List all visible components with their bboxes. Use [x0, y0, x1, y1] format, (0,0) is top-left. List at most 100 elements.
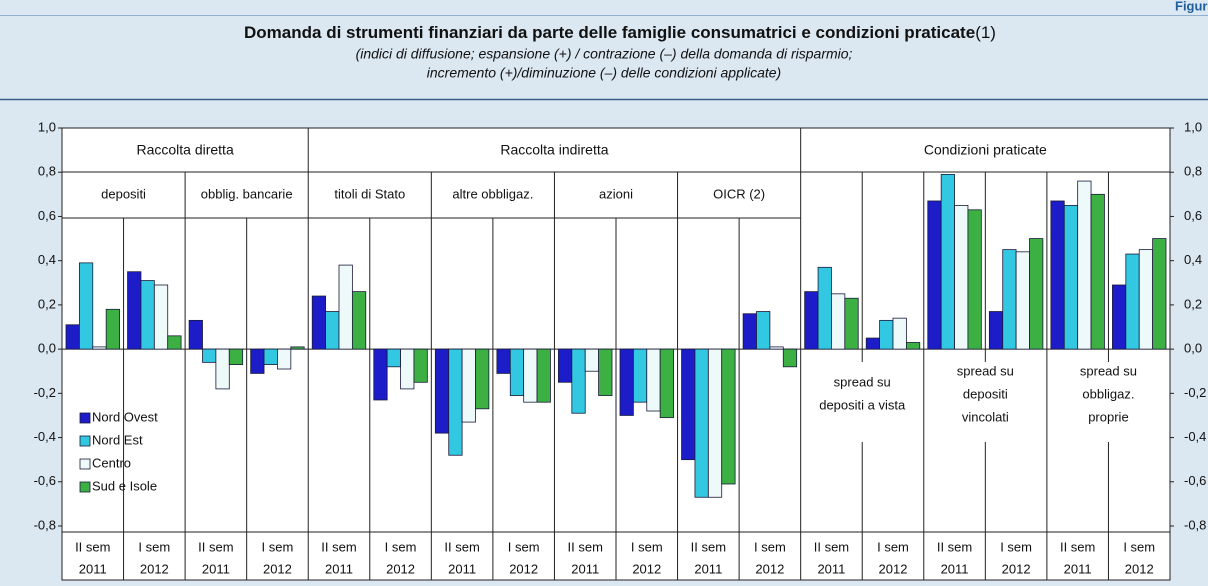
bar: [659, 348, 674, 419]
subgroup-label: altre obbligaz.: [452, 186, 533, 201]
subgroup-label: proprie: [1088, 409, 1128, 424]
bar: [188, 319, 203, 350]
x-tick-label: II sem: [691, 539, 726, 554]
bar: [475, 348, 490, 410]
y2-tick-label: 1,0: [1184, 119, 1202, 134]
bar: [290, 346, 305, 350]
bar: [782, 348, 798, 368]
bar: [263, 348, 278, 365]
bar: [927, 200, 942, 350]
bar: [127, 271, 142, 350]
x-tick-label: I sem: [1000, 539, 1032, 554]
bar: [400, 348, 415, 390]
subgroup-label: depositi: [963, 386, 1008, 401]
y2-tick-label: 0,4: [1184, 252, 1202, 267]
x-tick-label: II sem: [1060, 539, 1095, 554]
x-tick-label: 2011: [817, 561, 845, 576]
bar: [1152, 238, 1167, 350]
subgroup-label: obbligaz.: [1082, 386, 1134, 401]
bar: [311, 295, 327, 350]
x-tick-label: II sem: [814, 539, 849, 554]
bar: [461, 348, 476, 423]
x-tick-label: 2011: [941, 561, 969, 576]
title-text: Domanda di strumenti finanziari da parte…: [244, 23, 975, 42]
x-tick-label: I sem: [508, 539, 540, 554]
x-tick-label: 2012: [140, 561, 169, 576]
bar: [509, 348, 525, 396]
bar: [325, 311, 340, 350]
bar: [448, 348, 463, 456]
bar: [632, 348, 648, 403]
subgroup-label: spread su: [1080, 363, 1137, 378]
section-label: Raccolta diretta: [136, 142, 233, 158]
section-label: Condizioni praticate: [924, 142, 1047, 158]
x-tick-label: 2011: [1064, 561, 1092, 576]
x-tick-label: 2011: [448, 561, 476, 576]
y2-tick-label: 0,6: [1184, 208, 1202, 223]
bar: [721, 348, 736, 485]
x-tick-label: I sem: [754, 539, 786, 554]
x-tick-label: II sem: [321, 539, 356, 554]
chart-title: Domanda di strumenti finanziari da parte…: [244, 23, 996, 42]
bar: [277, 348, 292, 370]
x-tick-label: 2011: [79, 561, 107, 576]
bar: [598, 348, 613, 396]
y2-tick-label: -0,4: [1184, 429, 1206, 444]
bar: [707, 348, 723, 498]
x-tick-label: 2012: [1002, 561, 1031, 576]
bar: [140, 280, 155, 350]
bar: [434, 348, 450, 434]
x-tick-label: I sem: [138, 539, 170, 554]
legend-swatch: [79, 481, 91, 493]
bar: [250, 348, 265, 374]
bar: [1090, 193, 1105, 350]
y2-tick-label: 0,0: [1184, 341, 1202, 356]
bar: [694, 348, 709, 498]
x-tick-label: 2012: [1125, 561, 1154, 576]
bar: [1050, 200, 1065, 350]
legend-label: Nord Est: [92, 432, 143, 447]
y2-tick-label: 0,2: [1184, 296, 1202, 311]
bar: [817, 266, 832, 350]
bar: [78, 262, 94, 350]
bar: [1002, 249, 1017, 350]
bar: [892, 317, 907, 350]
bar: [523, 348, 538, 403]
bar: [681, 348, 696, 461]
y-tick-label: -0,4: [34, 429, 56, 444]
bar: [967, 209, 982, 350]
bar: [879, 319, 894, 350]
subgroup-label: spread su: [834, 374, 891, 389]
bar: [167, 335, 182, 350]
x-tick-label: 2012: [263, 561, 292, 576]
bar: [831, 293, 846, 350]
legend-label: Centro: [92, 455, 131, 470]
bar: [1112, 284, 1127, 350]
x-tick-label: I sem: [877, 539, 909, 554]
bar: [413, 348, 428, 383]
bar: [496, 348, 511, 374]
subtitle: (indici di diffusione; espansione (+) / …: [356, 46, 853, 62]
y-tick-label: -0,8: [34, 517, 56, 532]
y-tick-label: -0,2: [34, 385, 56, 400]
y2-tick-label: -0,6: [1184, 473, 1206, 488]
bar: [619, 348, 634, 416]
x-tick-label: II sem: [198, 539, 233, 554]
bar: [536, 348, 551, 403]
bar: [954, 204, 969, 350]
y-tick-label: 0,6: [38, 208, 56, 223]
y-tick-label: -0,6: [34, 473, 56, 488]
figure-label: Figura: [1175, 0, 1208, 13]
subtitle: incremento (+)/diminuzione (–) delle con…: [427, 65, 781, 81]
bar: [1138, 249, 1154, 350]
x-tick-label: 2011: [571, 561, 599, 576]
bar: [351, 291, 367, 350]
bar: [940, 174, 955, 350]
bar: [1125, 253, 1140, 350]
y-tick-label: 1,0: [38, 119, 56, 134]
x-tick-label: II sem: [568, 539, 603, 554]
subgroup-label: titoli di Stato: [334, 186, 405, 201]
bar: [202, 348, 217, 363]
